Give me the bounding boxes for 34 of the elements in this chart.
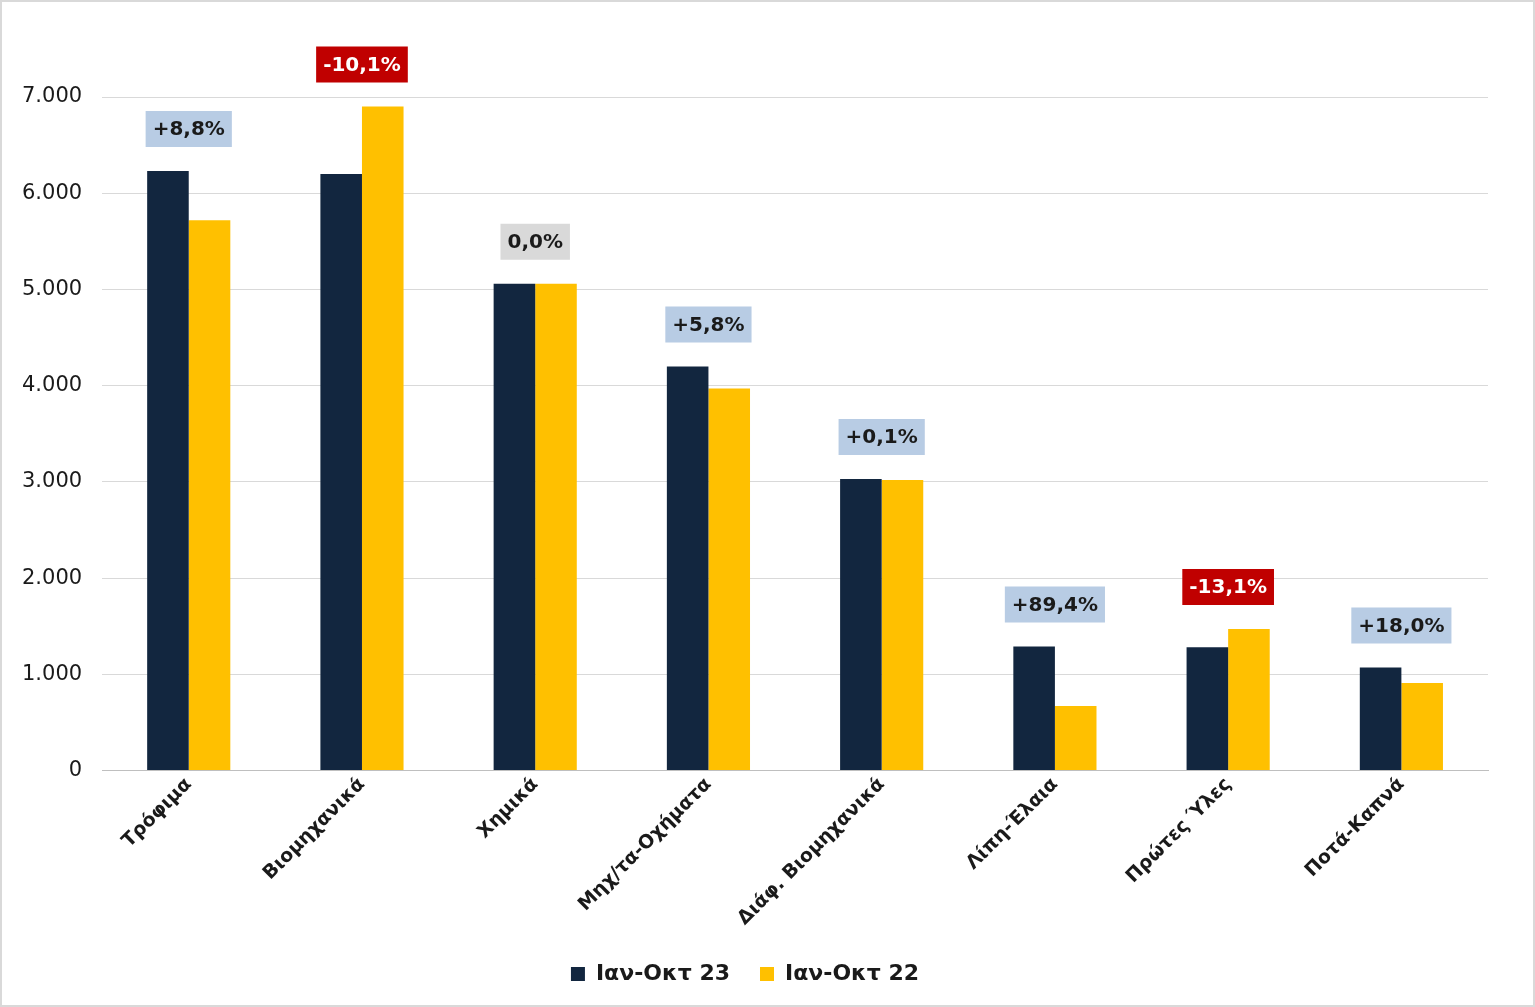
annotation: +8,8% — [152, 116, 225, 141]
y-tick-label: 2.000 — [21, 564, 83, 589]
bar — [881, 479, 924, 771]
annotation: +89,4% — [1011, 591, 1098, 616]
bar — [666, 366, 709, 771]
bar — [1186, 647, 1229, 771]
bar — [493, 283, 536, 771]
annotation: 0,0% — [507, 228, 563, 253]
bar — [361, 106, 404, 771]
bar — [535, 283, 577, 771]
y-tick-label: 4.000 — [21, 372, 83, 397]
y-tick-label: 3.000 — [21, 468, 83, 493]
bar — [147, 171, 189, 771]
bar — [188, 220, 231, 771]
legend-label: Ιαν-Οκτ 22 — [785, 959, 920, 985]
bar — [1359, 667, 1402, 771]
y-tick-label: 6.000 — [21, 179, 83, 204]
y-tick-label: 1.000 — [21, 660, 83, 685]
y-tick-label: 5.000 — [21, 275, 83, 300]
annotation: -13,1% — [1189, 574, 1267, 599]
annotation: +18,0% — [1358, 612, 1445, 637]
y-tick-label: 0 — [68, 756, 83, 781]
bar — [708, 388, 751, 771]
annotation: +5,8% — [672, 311, 745, 336]
bar — [320, 173, 362, 771]
bar — [1401, 682, 1443, 771]
bar — [840, 478, 882, 771]
bar — [1013, 646, 1055, 771]
y-tick-label: 7.000 — [21, 83, 83, 108]
bar — [1228, 629, 1270, 771]
legend-label: Ιαν-Οκτ 23 — [595, 959, 730, 985]
annotation: +0,1% — [845, 424, 918, 449]
bar — [1054, 706, 1097, 771]
text: -10,1% — [323, 51, 401, 76]
